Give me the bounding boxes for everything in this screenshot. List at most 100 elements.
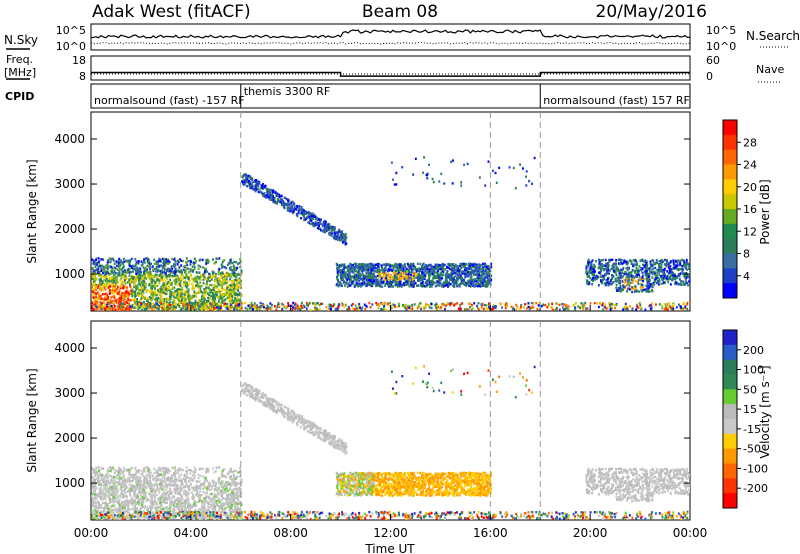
- power-echo-cell: [93, 279, 96, 282]
- power-echo-cell: [422, 280, 424, 284]
- power-echo-cell: [165, 306, 168, 309]
- power-echo-cell: [676, 275, 679, 278]
- power-echo-cell: [362, 283, 365, 286]
- power-echo-cell: [206, 270, 208, 273]
- power-echo-cell: [98, 278, 101, 281]
- power-echo-cell: [232, 285, 235, 288]
- power-echo-cell: [107, 259, 110, 262]
- power-echo-cell: [682, 265, 685, 268]
- power-echo-cell: [262, 183, 264, 186]
- power-echo-cell: [388, 263, 390, 266]
- power-echo-cell: [218, 283, 221, 286]
- power-echo-cell: [406, 271, 409, 274]
- power-echo-cell: [365, 284, 368, 287]
- power-echo-cell: [237, 262, 239, 266]
- power-echo-cell: [228, 293, 230, 296]
- power-echo-cell: [428, 268, 431, 271]
- power-echo-cell: [102, 258, 105, 261]
- power-echo-cell: [378, 276, 381, 279]
- power-echo-cell: [657, 276, 660, 280]
- power-echo-cell: [113, 287, 116, 290]
- power-echo-cell: [124, 270, 127, 274]
- power-echo-cell: [323, 220, 326, 224]
- power-echo-cell: [286, 204, 289, 207]
- power-echo-cell: [456, 279, 459, 282]
- power-echo-cell: [233, 299, 236, 303]
- power-echo-cell: [685, 275, 688, 278]
- freq-tick-bottom: 8: [79, 70, 86, 83]
- power-echo-cell: [149, 280, 152, 283]
- power-echo-cell: [634, 279, 637, 282]
- power-echo-cell: [464, 265, 467, 268]
- power-echo-cell: [608, 269, 611, 272]
- power-echo-cell: [152, 302, 155, 305]
- power-echo-cell: [95, 295, 97, 298]
- power-echo-cell: [432, 281, 434, 284]
- power-echo-cell: [397, 266, 399, 269]
- power-echo-cell: [166, 288, 169, 291]
- power-echo-cell: [344, 265, 346, 268]
- power-echo-cell: [340, 271, 343, 275]
- power-echo-cell: [640, 282, 643, 285]
- power-echo-cell: [105, 274, 108, 277]
- power-echo-cell: [208, 272, 210, 275]
- power-echo-cell: [480, 277, 483, 281]
- power-echo-cell: [231, 298, 234, 302]
- power-echo-cell: [454, 265, 457, 268]
- power-echo-cell: [308, 216, 311, 219]
- power-echo-cell: [193, 290, 196, 293]
- power-echo-cell: [441, 274, 444, 277]
- power-echo-cell: [265, 196, 267, 199]
- power-echo-cell: [361, 282, 363, 285]
- power-echo-cell: [337, 230, 340, 233]
- power-echo-cell: [126, 295, 129, 298]
- power-echo-cell: [143, 260, 146, 264]
- power-echo-cell: [423, 268, 426, 271]
- power-echo-cell: [216, 295, 219, 298]
- power-echo-cell: [222, 293, 225, 296]
- power-echo-cell: [342, 281, 345, 284]
- power-echo-cell: [377, 268, 380, 272]
- power-echo-cell: [481, 274, 484, 277]
- power-echo-cell: [111, 301, 114, 305]
- power-echo-cell: [152, 283, 155, 287]
- power-echo-cell: [118, 308, 121, 311]
- power-echo-cell: [387, 278, 390, 281]
- power-echo-cell: [688, 276, 690, 280]
- power-echo-cell: [213, 283, 216, 286]
- power-echo-cell: [232, 288, 235, 292]
- power-echo-cell: [256, 308, 258, 311]
- power-echo-cell: [369, 276, 372, 280]
- power-echo-cell: [387, 276, 389, 280]
- power-echo-cell: [194, 299, 197, 303]
- power-echo-cell: [303, 210, 306, 214]
- power-echo-cell: [138, 278, 141, 282]
- power-echo-cell: [336, 273, 339, 276]
- power-echo-cell: [459, 304, 461, 307]
- power-echo-cell: [141, 281, 144, 285]
- power-echo-cell: [140, 294, 143, 298]
- power-echo-cell: [95, 258, 98, 262]
- power-echo-cell: [627, 278, 630, 281]
- power-echo-cell: [374, 283, 377, 286]
- power-echo-cell: [124, 282, 127, 285]
- power-echo-cell: [165, 297, 168, 300]
- power-echo-cell: [153, 262, 156, 266]
- power-echo-cell: [372, 276, 375, 279]
- power-echo-cell: [324, 229, 327, 232]
- power-echo-cell: [118, 304, 121, 308]
- power-echo-cell: [181, 277, 184, 280]
- power-echo-cell: [149, 266, 152, 269]
- power-echo-cell: [404, 283, 407, 286]
- power-echo-cell: [415, 273, 418, 276]
- power-echo-cell: [453, 269, 456, 272]
- power-echo-cell: [156, 278, 159, 281]
- power-echo-cell: [167, 260, 170, 263]
- power-echo-cell: [438, 284, 440, 287]
- power-echo-cell: [114, 291, 117, 294]
- power-echo-cell: [175, 269, 178, 272]
- power-echo-cell: [160, 295, 163, 298]
- power-echo-cell: [224, 273, 226, 276]
- power-echo-cell: [400, 277, 403, 280]
- power-echo-cell: [277, 198, 280, 201]
